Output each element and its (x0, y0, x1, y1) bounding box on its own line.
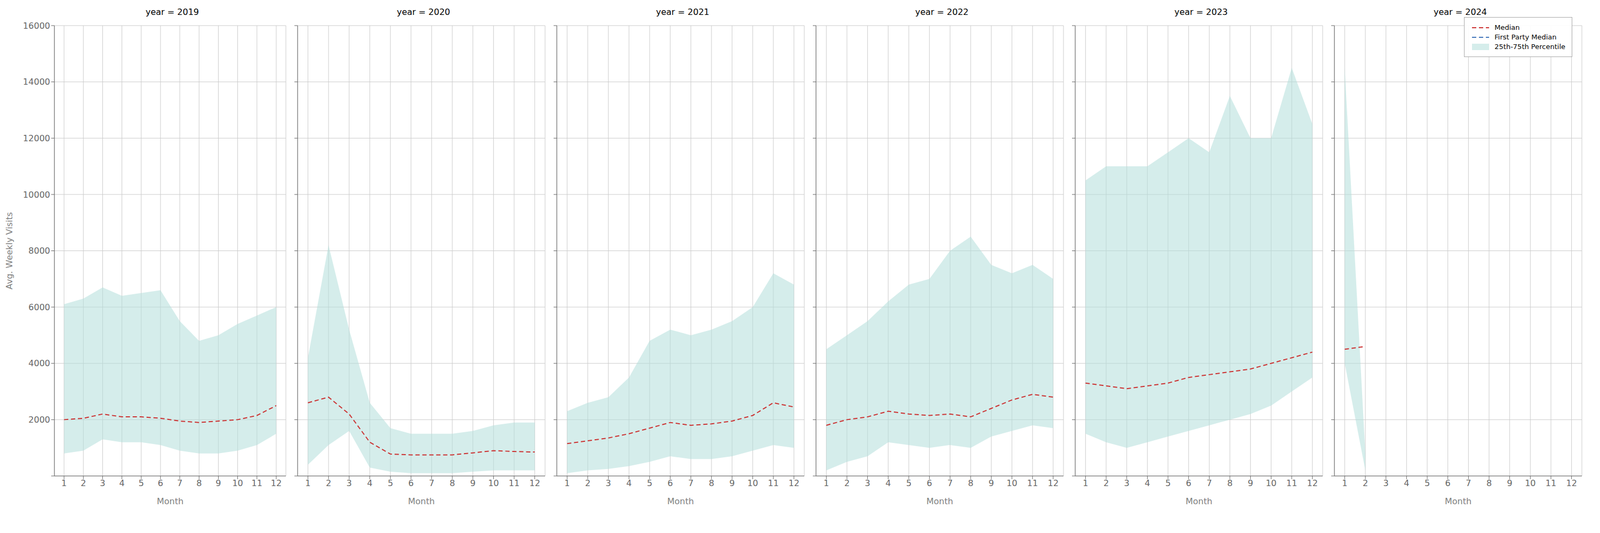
svg-text:10: 10 (747, 478, 758, 489)
svg-text:Month: Month (408, 496, 435, 507)
svg-text:4: 4 (885, 478, 891, 489)
svg-text:Month: Month (1185, 496, 1213, 507)
svg-text:11: 11 (1545, 478, 1557, 489)
svg-text:14000: 14000 (22, 76, 51, 87)
svg-text:Month: Month (926, 496, 954, 507)
svg-text:1: 1 (305, 478, 311, 489)
svg-text:3: 3 (865, 478, 871, 489)
svg-text:2: 2 (325, 478, 332, 489)
svg-text:9: 9 (215, 478, 221, 489)
html-text:25th-75th Percentile: 25th-75th Percentile (1494, 42, 1566, 51)
svg-text:12: 12 (529, 478, 540, 489)
svg-text:12: 12 (788, 478, 799, 489)
svg-text:11: 11 (1027, 478, 1038, 489)
svg-text:3: 3 (1124, 478, 1130, 489)
svg-text:2: 2 (1362, 478, 1368, 489)
svg-text:5: 5 (138, 478, 144, 489)
svg-text:11: 11 (768, 478, 779, 489)
svg-text:11: 11 (508, 478, 520, 489)
html-text:year = 2019: year = 2019 (145, 6, 199, 18)
svg-text:10: 10 (1265, 478, 1277, 489)
html-text:year = 2024: year = 2024 (1433, 6, 1487, 18)
html-text:year = 2021: year = 2021 (656, 6, 710, 18)
svg-text:3: 3 (605, 478, 612, 489)
svg-text:Month: Month (667, 496, 694, 507)
svg-text:4: 4 (1403, 478, 1410, 489)
svg-text:8000: 8000 (28, 245, 51, 256)
svg-text:16000: 16000 (22, 20, 51, 31)
svg-text:1: 1 (564, 478, 570, 489)
svg-text:12000: 12000 (22, 133, 51, 144)
svg-text:7: 7 (1465, 478, 1471, 489)
svg-text:6: 6 (926, 478, 933, 489)
svg-text:9: 9 (988, 478, 995, 489)
svg-text:1: 1 (61, 478, 67, 489)
svg-text:10: 10 (488, 478, 499, 489)
svg-text:3: 3 (99, 478, 106, 489)
svg-text:12: 12 (1565, 478, 1577, 489)
svg-text:Month: Month (156, 496, 184, 507)
svg-text:5: 5 (1165, 478, 1171, 489)
svg-text:5: 5 (1424, 478, 1430, 489)
svg-text:10: 10 (232, 478, 243, 489)
svg-text:2: 2 (1103, 478, 1109, 489)
svg-text:4: 4 (118, 478, 125, 489)
svg-text:11: 11 (251, 478, 263, 489)
svg-text:12: 12 (1047, 478, 1059, 489)
svg-text:9: 9 (729, 478, 735, 489)
svg-text:12: 12 (1306, 478, 1318, 489)
svg-text:6: 6 (1186, 478, 1192, 489)
svg-text:4000: 4000 (28, 358, 51, 369)
svg-text:4: 4 (626, 478, 632, 489)
svg-text:5: 5 (906, 478, 912, 489)
svg-text:10: 10 (1006, 478, 1018, 489)
svg-text:Avg. Weekly Visits: Avg. Weekly Visits (4, 212, 15, 290)
svg-text:9: 9 (1248, 478, 1254, 489)
svg-text:2000: 2000 (28, 414, 51, 426)
svg-text:3: 3 (1383, 478, 1389, 489)
svg-text:7: 7 (177, 478, 183, 489)
svg-text:10000: 10000 (22, 189, 51, 200)
svg-text:6: 6 (667, 478, 674, 489)
html-text:First Party Median: First Party Median (1494, 33, 1557, 42)
html-text:year = 2020: year = 2020 (396, 6, 451, 18)
svg-text:5: 5 (387, 478, 394, 489)
svg-text:8: 8 (196, 478, 202, 489)
svg-text:1: 1 (1341, 478, 1348, 489)
html-text:Median: Median (1494, 23, 1520, 32)
svg-text:8: 8 (708, 478, 715, 489)
svg-text:1: 1 (1082, 478, 1088, 489)
svg-text:8: 8 (1227, 478, 1233, 489)
svg-text:12: 12 (270, 478, 282, 489)
svg-text:7: 7 (947, 478, 953, 489)
svg-text:10: 10 (1524, 478, 1536, 489)
svg-text:4: 4 (1144, 478, 1150, 489)
svg-text:7: 7 (688, 478, 694, 489)
svg-text:7: 7 (428, 478, 435, 489)
svg-text:6: 6 (157, 478, 164, 489)
svg-text:3: 3 (346, 478, 352, 489)
svg-text:9: 9 (470, 478, 476, 489)
svg-text:6: 6 (1445, 478, 1451, 489)
html-text:year = 2023: year = 2023 (1174, 6, 1228, 18)
svg-text:2: 2 (80, 478, 86, 489)
svg-text:6: 6 (408, 478, 414, 489)
svg-text:4: 4 (366, 478, 373, 489)
svg-text:8: 8 (449, 478, 455, 489)
svg-text:8: 8 (968, 478, 974, 489)
svg-text:11: 11 (1286, 478, 1298, 489)
svg-text:1: 1 (823, 478, 829, 489)
svg-text:6000: 6000 (28, 302, 51, 313)
svg-text:5: 5 (646, 478, 653, 489)
svg-text:2: 2 (585, 478, 591, 489)
svg-text:8: 8 (1486, 478, 1492, 489)
svg-text:9: 9 (1507, 478, 1513, 489)
html-text:year = 2022: year = 2022 (915, 6, 969, 18)
svg-text:7: 7 (1206, 478, 1212, 489)
svg-text:Month: Month (1444, 496, 1472, 507)
svg-text:2: 2 (844, 478, 850, 489)
